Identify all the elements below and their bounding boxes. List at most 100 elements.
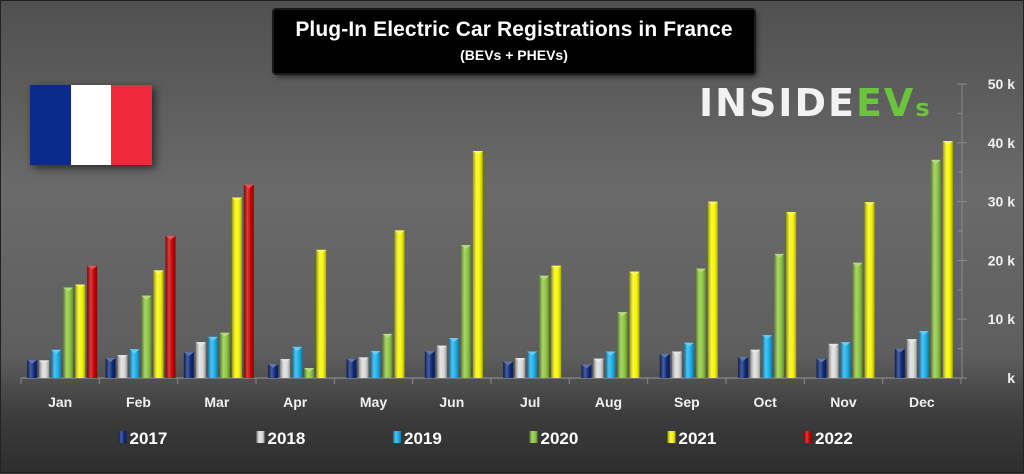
legend-label-2020: 2020: [541, 429, 579, 448]
bars-layer: [27, 141, 953, 378]
bar-2022-jan: [87, 265, 98, 378]
bar-2017-sep: [659, 353, 670, 378]
bar-2021-oct: [786, 212, 797, 378]
bar-2018-mar: [195, 342, 206, 378]
bar-top-bevel: [424, 350, 435, 355]
y-tick-label: 20 k: [988, 252, 1015, 268]
bar-2020-jan: [63, 287, 74, 378]
y-tick-label: 30 k: [988, 194, 1015, 210]
bar-top-bevel: [165, 235, 176, 240]
bar-top-bevel: [394, 230, 405, 235]
bar-top-bevel: [527, 351, 538, 356]
legend-swatch-2022: [804, 431, 812, 443]
bar-2018-sep: [671, 351, 682, 378]
bar-top-bevel: [918, 330, 929, 335]
legend-item-2021: 2021: [667, 429, 717, 448]
flag-stripe-red: [111, 85, 153, 165]
bar-top-bevel: [539, 275, 550, 280]
legend-item-2018: 2018: [256, 429, 306, 448]
bar-2020-feb: [141, 295, 152, 378]
bar-2020-jul: [539, 275, 550, 378]
bar-top-bevel: [27, 359, 38, 364]
legend-label-2018: 2018: [268, 429, 306, 448]
bar-top-bevel: [129, 349, 140, 354]
bar-top-bevel: [593, 358, 604, 363]
bar-top-bevel: [671, 351, 682, 356]
legend-label-2021: 2021: [679, 429, 717, 448]
bar-2019-jan: [51, 349, 62, 378]
y-tick-label: k: [1007, 370, 1015, 386]
bar-top-bevel: [207, 336, 218, 341]
bar-top-bevel: [346, 358, 357, 363]
bar-top-bevel: [683, 342, 694, 347]
bar-2021-mar: [231, 197, 242, 378]
bar-top-bevel: [774, 253, 785, 258]
legend-item-2017: 2017: [118, 429, 167, 448]
bar-2017-jun: [424, 350, 435, 378]
legend-item-2019: 2019: [393, 429, 442, 448]
bar-top-bevel: [472, 151, 483, 156]
bar-2020-apr: [304, 368, 315, 378]
bar-2021-nov: [864, 202, 875, 378]
bar-2018-nov: [828, 343, 839, 378]
legend-label-2022: 2022: [815, 429, 853, 448]
bar-top-bevel: [448, 338, 459, 343]
x-tick-label-may: May: [360, 394, 387, 410]
bar-top-bevel: [852, 262, 863, 267]
bar-top-bevel: [515, 358, 526, 363]
bar-2020-may: [382, 333, 393, 378]
bar-2021-jul: [551, 265, 562, 378]
bar-2017-feb: [105, 358, 116, 378]
bar-2021-may: [394, 230, 405, 378]
bar-top-bevel: [183, 352, 194, 357]
bar-2017-aug: [581, 364, 592, 378]
bar-top-bevel: [816, 358, 827, 363]
x-tick-label-oct: Oct: [753, 394, 777, 410]
bar-2018-dec: [906, 339, 917, 378]
x-tick-label-jul: Jul: [520, 394, 540, 410]
bar-2018-jun: [436, 345, 447, 378]
bar-2020-jun: [460, 245, 471, 378]
bar-top-bevel: [304, 368, 315, 373]
bar-top-bevel: [659, 353, 670, 358]
bar-top-bevel: [828, 343, 839, 348]
bar-top-bevel: [786, 212, 797, 217]
bar-top-bevel: [738, 356, 749, 361]
legend-swatch-2020: [529, 431, 538, 443]
france-flag-icon: [30, 85, 153, 165]
bar-2018-apr: [280, 359, 291, 378]
chart-subtitle: (BEVs + PHEVs): [460, 47, 568, 63]
x-tick-label-jun: Jun: [439, 394, 464, 410]
legend-swatch-2019: [393, 431, 401, 443]
y-tick-label: 10 k: [988, 311, 1015, 327]
x-tick-label-nov: Nov: [830, 394, 857, 410]
bar-2020-nov: [852, 262, 863, 378]
bar-2017-may: [346, 358, 357, 378]
bar-top-bevel: [63, 287, 74, 292]
bar-top-bevel: [942, 141, 953, 146]
bar-2020-aug: [617, 312, 628, 378]
bar-2018-may: [358, 357, 369, 378]
bar-2018-oct: [750, 349, 761, 378]
bar-top-bevel: [370, 350, 381, 355]
bar-top-bevel: [581, 364, 592, 369]
bar-top-bevel: [629, 271, 640, 276]
bar-2019-sep: [683, 342, 694, 378]
bar-2022-mar: [243, 184, 254, 378]
bar-2021-sep: [707, 201, 718, 378]
logo-part-ev: EV: [855, 81, 916, 125]
bar-2021-aug: [629, 271, 640, 378]
bar-top-bevel: [358, 357, 369, 362]
legend-item-2022: 2022: [804, 429, 853, 448]
bar-2019-oct: [762, 335, 773, 378]
bar-top-bevel: [268, 363, 279, 368]
bar-top-bevel: [695, 268, 706, 273]
bar-top-bevel: [382, 333, 393, 338]
bar-top-bevel: [436, 345, 447, 350]
bar-top-bevel: [280, 359, 291, 364]
insideevs-logo: INSIDEEVs: [699, 81, 932, 125]
bar-top-bevel: [219, 332, 230, 337]
legend-swatch-2018: [256, 431, 265, 443]
